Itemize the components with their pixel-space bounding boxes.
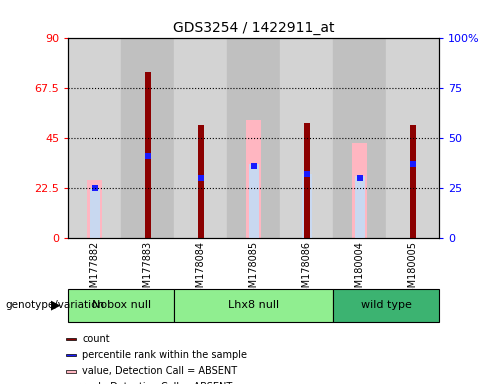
Title: GDS3254 / 1422911_at: GDS3254 / 1422911_at xyxy=(173,21,334,35)
Bar xyxy=(66,338,77,340)
Bar xyxy=(333,38,386,238)
Bar xyxy=(92,185,98,191)
Bar xyxy=(250,164,257,169)
Bar xyxy=(304,123,310,238)
Bar xyxy=(409,125,416,238)
Bar xyxy=(357,175,363,181)
Bar xyxy=(174,38,227,238)
Bar xyxy=(90,188,100,238)
Text: Lhx8 null: Lhx8 null xyxy=(228,300,279,310)
Bar xyxy=(355,176,365,238)
Text: rank, Detection Call = ABSENT: rank, Detection Call = ABSENT xyxy=(82,382,232,384)
Bar xyxy=(227,38,280,238)
Text: wild type: wild type xyxy=(361,300,412,310)
Text: ▶: ▶ xyxy=(51,299,61,312)
Text: Nobox null: Nobox null xyxy=(92,300,151,310)
Bar xyxy=(122,38,174,238)
Bar xyxy=(248,164,259,238)
Bar xyxy=(66,370,77,372)
Bar xyxy=(87,180,102,238)
Bar xyxy=(144,154,151,159)
Text: value, Detection Call = ABSENT: value, Detection Call = ABSENT xyxy=(82,366,237,376)
Text: genotype/variation: genotype/variation xyxy=(5,300,104,310)
Bar xyxy=(198,125,204,238)
Text: count: count xyxy=(82,334,110,344)
Bar xyxy=(198,175,204,181)
Bar xyxy=(409,161,416,167)
FancyBboxPatch shape xyxy=(333,289,439,322)
Bar xyxy=(68,38,122,238)
Bar xyxy=(246,121,261,238)
Bar xyxy=(66,354,77,356)
FancyBboxPatch shape xyxy=(174,289,333,322)
Bar xyxy=(386,38,439,238)
Bar xyxy=(304,171,310,177)
Bar xyxy=(302,174,312,238)
Text: percentile rank within the sample: percentile rank within the sample xyxy=(82,350,247,360)
Bar xyxy=(144,72,151,238)
Bar xyxy=(352,143,367,238)
Bar xyxy=(280,38,333,238)
FancyBboxPatch shape xyxy=(68,289,174,322)
